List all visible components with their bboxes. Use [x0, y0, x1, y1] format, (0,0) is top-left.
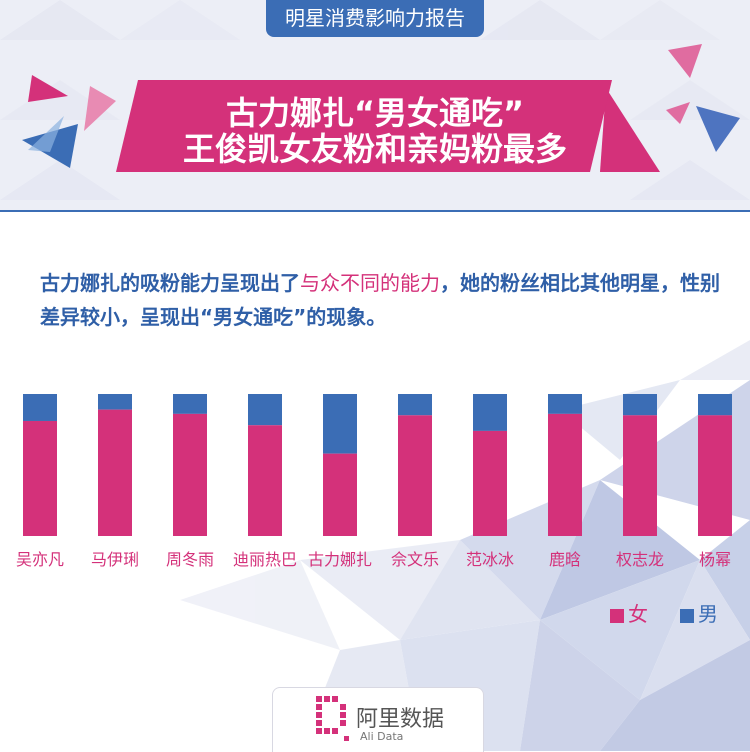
- x-tick-label: 杨幂: [698, 550, 731, 569]
- bar-male-5: [398, 394, 432, 416]
- legend-male-label: 男: [698, 602, 718, 626]
- bar-male-7: [548, 394, 582, 414]
- x-tick-label: 迪丽热巴: [232, 550, 297, 569]
- bar-female-5: [398, 415, 432, 536]
- bar-female-6: [473, 430, 507, 536]
- bar-male-4: [323, 394, 357, 454]
- bar-male-0: [23, 394, 57, 421]
- bar-female-9: [698, 415, 732, 536]
- x-tick-label: 吴亦凡: [15, 550, 64, 569]
- bar-male-2: [173, 394, 207, 414]
- legend-female-label: 女: [628, 602, 648, 626]
- bar-female-8: [623, 415, 657, 536]
- legend-female-swatch: [610, 608, 624, 623]
- page-title-line2: 王俊凯女友粉和亲妈粉最多: [182, 130, 567, 168]
- legend-male-swatch: [680, 608, 694, 623]
- bar-male-1: [98, 394, 132, 410]
- intro-text-after: ，她的粉丝相比其他明星，性别差异较小，呈现出“男女通吃”的现象。: [40, 271, 720, 329]
- x-tick-label: 佘文乐: [390, 550, 439, 569]
- header-divider: [0, 210, 750, 212]
- bar-female-2: [173, 413, 207, 536]
- bar-female-0: [23, 420, 57, 536]
- x-tick-label: 古力娜扎: [307, 550, 372, 569]
- x-tick-label: 马伊琍: [90, 550, 139, 569]
- x-tick-label: 周冬雨: [165, 550, 214, 569]
- legend-female: 女: [610, 598, 648, 627]
- intro-paragraph: 古力娜扎的吸粉能力呈现出了与众不同的能力，她的粉丝相比其他明星，性别差异较小，呈…: [40, 266, 720, 334]
- x-tick-label: 权志龙: [615, 550, 664, 569]
- ali-data-logo-icon: [316, 696, 349, 741]
- x-tick-label: 范冰冰: [465, 550, 514, 569]
- report-tag: 明星消费影响力报告: [266, 0, 484, 37]
- bar-female-7: [548, 413, 582, 536]
- legend-male: 男: [680, 598, 718, 627]
- bar-female-1: [98, 409, 132, 536]
- intro-highlight: 与众不同的能力: [300, 271, 440, 295]
- brand-subtitle: Ali Data: [360, 730, 404, 743]
- intro-text-before: 古力娜扎的吸粉能力呈现出了: [40, 271, 300, 295]
- stacked-bar-group: [23, 394, 732, 536]
- bar-male-3: [248, 394, 282, 426]
- brand-name: 阿里数据: [356, 707, 445, 732]
- bar-male-8: [623, 394, 657, 416]
- page-title-line1: 古力娜扎“男女通吃”: [225, 94, 525, 132]
- bar-male-6: [473, 394, 507, 431]
- brand-footer: [272, 687, 484, 752]
- bar-male-9: [698, 394, 732, 416]
- bar-female-4: [323, 453, 357, 536]
- x-tick-label: 鹿晗: [548, 550, 581, 569]
- bar-female-3: [248, 425, 282, 536]
